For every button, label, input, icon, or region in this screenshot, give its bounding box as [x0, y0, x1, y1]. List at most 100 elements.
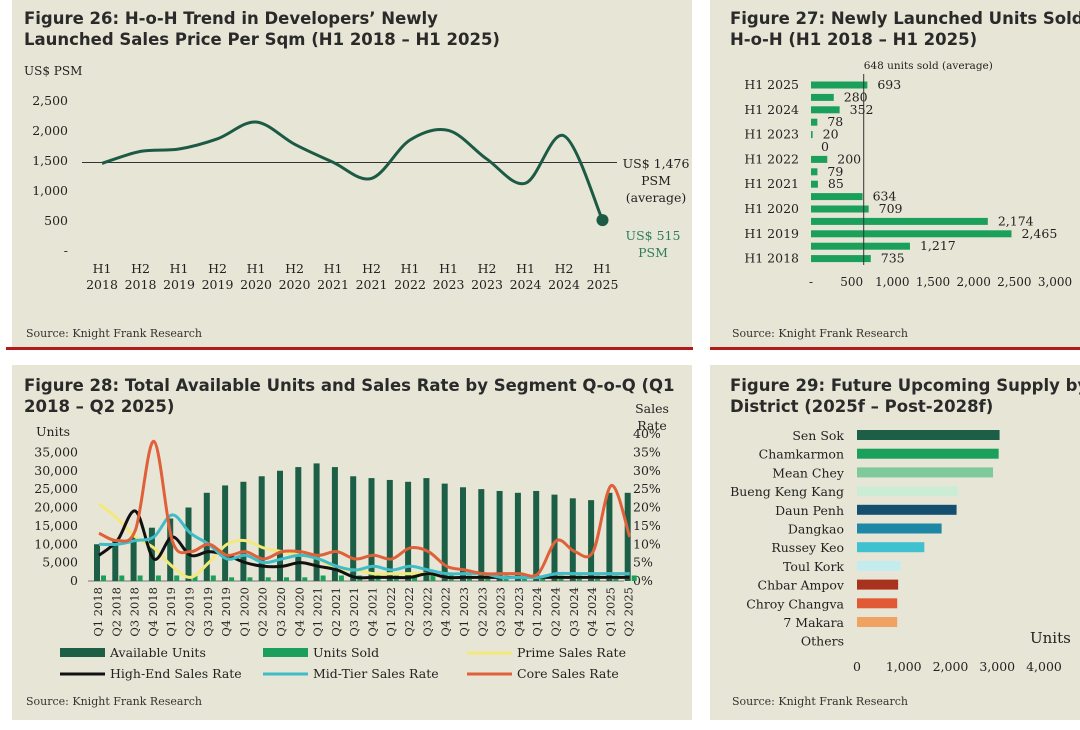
fig27-value-label: 2,174 — [998, 213, 1034, 228]
fig27-value-label: 1,217 — [920, 238, 956, 253]
fig27-value-label: 634 — [873, 189, 897, 204]
fig28-bar-sold — [338, 575, 344, 581]
fig26-chart: US$ PSM2,5002,0001,5001,000500-H12018H22… — [24, 64, 690, 292]
fig28-y2tick: 5% — [633, 555, 653, 570]
fig26-xtick-half: H2 — [131, 261, 150, 276]
fig28-bar-sold — [412, 575, 418, 581]
fig28-y2label: Rate — [637, 418, 667, 433]
fig26-xtick-half: H1 — [439, 261, 458, 276]
fig29-category-label: Daun Penh — [775, 503, 844, 518]
fig28-chart: Units Sales Rate 35,000 30,000 25,000 20,000 15… — [34, 401, 669, 681]
fig27-value-label: 2,465 — [1021, 226, 1057, 241]
fig28-bar-sold — [284, 577, 289, 581]
fig28-ytick: 10,000 — [34, 536, 78, 551]
fig27-bar — [811, 255, 871, 263]
fig28-bar-sold — [192, 575, 198, 581]
fig28-xtick: Q3 2022 — [420, 587, 434, 637]
fig26-xtick-year: 2018 — [125, 277, 157, 292]
fig28-bar-sold — [101, 575, 106, 581]
fig28-xtick: Q1 2023 — [457, 587, 471, 637]
fig28-xtick: Q1 2022 — [384, 587, 398, 637]
fig28-bar-sold — [155, 575, 161, 581]
fig29-xtick: 1,000 — [886, 659, 922, 674]
fig28-xtick: Q4 2022 — [439, 587, 453, 637]
fig29-category-label: Toul Kork — [783, 559, 844, 574]
fig28-xtick: Q1 2020 — [237, 587, 251, 637]
fig27-source: Source: Knight Frank Research — [732, 327, 908, 340]
fig27-panel: Figure 27: Newly Launched Units Sold H-o… — [710, 0, 1080, 348]
fig26-xtick-half: H2 — [555, 261, 574, 276]
fig27-xtick: 3,000 — [1038, 275, 1072, 289]
fig28-panel: Figure 28: Total Available Units and Sal… — [12, 365, 692, 720]
fig26-xtick-year: 2018 — [86, 277, 118, 292]
fig26-xtick-half: H2 — [285, 261, 304, 276]
fig28-xtick: Q1 2024 — [530, 587, 544, 637]
fig27-value-label: 709 — [879, 201, 903, 216]
fig27-title: Figure 27: Newly Launched Units Sold H-o… — [730, 8, 1080, 50]
fig28-bar-available — [368, 478, 375, 581]
fig28-y2tick: 20% — [633, 500, 661, 515]
fig28-legend-label: Prime Sales Rate — [517, 645, 626, 660]
fig27-bar — [811, 180, 818, 188]
fig29-bar — [857, 560, 901, 571]
fig29-bar — [857, 542, 925, 553]
fig27-ytick: H1 2018 — [744, 251, 799, 266]
fig26-ytick: 500 — [44, 213, 68, 228]
fig28-bar-available — [533, 490, 540, 581]
fig26-xtick-year: 2023 — [433, 277, 465, 292]
fig28-y2tick: 30% — [633, 463, 661, 478]
fig28-bar-available — [496, 490, 503, 581]
fig29-category-label: Chroy Changva — [746, 596, 844, 611]
fig27-value-label: 693 — [877, 77, 901, 92]
fig28-xtick: Q4 2018 — [146, 587, 160, 637]
fig26-average-label: US$ 1,476 — [623, 156, 690, 171]
fig29-bar — [857, 448, 999, 459]
fig27-bar — [811, 93, 834, 101]
fig29-category-label: Bueng Keng Kang — [730, 484, 844, 499]
fig26-xtick-year: 2025 — [587, 277, 619, 292]
fig26-ytick: 1,500 — [32, 153, 68, 168]
fig28-title: Figure 28: Total Available Units and Sal… — [24, 375, 675, 417]
fig28-bar-available — [624, 492, 631, 581]
fig27-title-line2: H-o-H (H1 2018 – H1 2025) — [730, 30, 978, 49]
fig29-category-label: Others — [801, 634, 844, 649]
fig28-bar-available — [277, 470, 283, 581]
fig27-bar — [811, 168, 818, 176]
fig27-xtick: 2,000 — [956, 275, 990, 289]
fig26-title: Figure 26: H-o-H Trend in Developers’ Ne… — [24, 8, 500, 50]
fig27-xtick: 1,500 — [916, 275, 950, 289]
fig28-bar-available — [460, 487, 466, 581]
fig28-xtick: Q4 2021 — [366, 587, 380, 637]
fig29-category-label: Sen Sok — [792, 428, 844, 443]
fig28-bar-available — [478, 489, 485, 581]
fig28-legend-swatch — [263, 648, 308, 657]
fig28-bar-available — [167, 518, 174, 581]
fig28-bar-available — [203, 492, 210, 581]
fig27-title-line1: Figure 27: Newly Launched Units Sold — [730, 9, 1080, 28]
fig26-xtick-year: 2020 — [279, 277, 311, 292]
fig27-xtick: 1,000 — [875, 275, 909, 289]
fig26-xtick-half: H1 — [401, 261, 420, 276]
fig28-bar-sold — [137, 575, 143, 581]
fig29-title: Figure 29: Future Upcoming Supply by Dis… — [730, 375, 1080, 417]
fig28-y2label: Sales — [635, 401, 669, 416]
fig28-ytick: 25,000 — [34, 481, 78, 496]
fig27-value-label: 0 — [821, 139, 829, 154]
fig27-bar — [811, 230, 1012, 238]
fig28-bar-sold — [229, 577, 235, 581]
fig26-xtick-half: H1 — [93, 261, 112, 276]
fig26-xtick-year: 2020 — [240, 277, 272, 292]
fig28-xtick: Q2 2019 — [183, 587, 197, 637]
fig29-category-label: Russey Keo — [771, 540, 844, 555]
fig28-bar-available — [551, 494, 558, 581]
fig28-bar-sold — [247, 577, 253, 581]
fig27-xtick: 2,500 — [997, 275, 1031, 289]
fig28-xtick: Q1 2021 — [311, 587, 325, 637]
fig26-xtick-half: H2 — [208, 261, 227, 276]
fig27-bar — [811, 131, 813, 139]
fig28-legend-label: Available Units — [109, 645, 206, 660]
fig28-bar-sold — [210, 575, 216, 581]
fig27-bar — [811, 217, 988, 225]
fig28-bar-sold — [174, 575, 180, 581]
fig28-bar-sold — [320, 575, 326, 581]
